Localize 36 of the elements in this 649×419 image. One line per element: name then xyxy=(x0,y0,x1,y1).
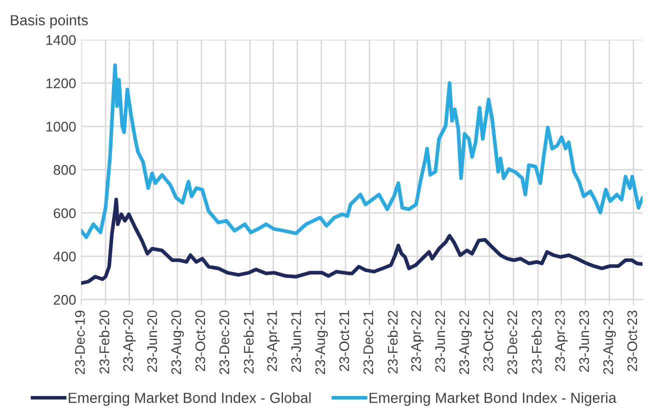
x-tick-label: 23-Jun-23 xyxy=(579,310,590,372)
x-tick-label: 23-Feb-20 xyxy=(99,310,110,374)
x-tick-label: 23-Jun-20 xyxy=(147,310,158,372)
y-tick-label: 400 xyxy=(53,252,76,262)
x-tick-label: 23-Aug-22 xyxy=(459,310,472,374)
y-tick-label: 600 xyxy=(54,208,76,218)
x-tick-label: 23-Oct-21 xyxy=(339,310,350,372)
x-tick-label: 23-Aug-21 xyxy=(315,310,328,374)
x-tick-label: 23-Dec-19 xyxy=(75,310,85,374)
x-tick-label: 23-Dec-22 xyxy=(507,310,518,374)
y-tick-label: 1200 xyxy=(46,78,76,88)
y-tick-label: 200 xyxy=(54,294,76,305)
x-tick-label: 23-Jun-21 xyxy=(291,310,302,372)
legend-label: Emerging Market Bond Index - Global xyxy=(68,392,311,406)
x-tick-label: 23-Apr-22 xyxy=(411,310,424,372)
y-tick-label: 1400 xyxy=(46,35,76,45)
y-tick-label: 1000 xyxy=(46,122,76,132)
line-series xyxy=(81,63,643,240)
x-tick-label: 23-Aug-23 xyxy=(603,310,616,374)
x-tick-label: 23-Apr-23 xyxy=(555,310,568,372)
y-axis-title: Basis points xyxy=(10,14,88,28)
x-tick-label: 23-Dec-20 xyxy=(219,310,230,374)
x-tick-label: 23-Apr-20 xyxy=(123,310,136,372)
x-tick-label: 23-Feb-23 xyxy=(531,310,542,374)
x-tick-label: 23-Oct-23 xyxy=(627,310,638,372)
legend-label: Emerging Market Bond Index - Nigeria xyxy=(370,392,616,406)
x-tick-label: 23-Oct-22 xyxy=(483,310,494,372)
y-tick-label: 800 xyxy=(54,165,76,175)
x-tick-label: 23-Dec-21 xyxy=(363,310,374,374)
line-series xyxy=(81,198,643,285)
x-tick-label: 23-Apr-21 xyxy=(267,310,280,372)
x-tick-label: 23-Feb-22 xyxy=(387,310,398,374)
x-tick-label: 23-Aug-20 xyxy=(171,310,184,374)
x-tick-label: 23-Jun-22 xyxy=(435,310,446,372)
x-tick-label: 23-Feb-21 xyxy=(244,310,254,374)
x-tick-label: 23-Oct-20 xyxy=(195,310,206,372)
